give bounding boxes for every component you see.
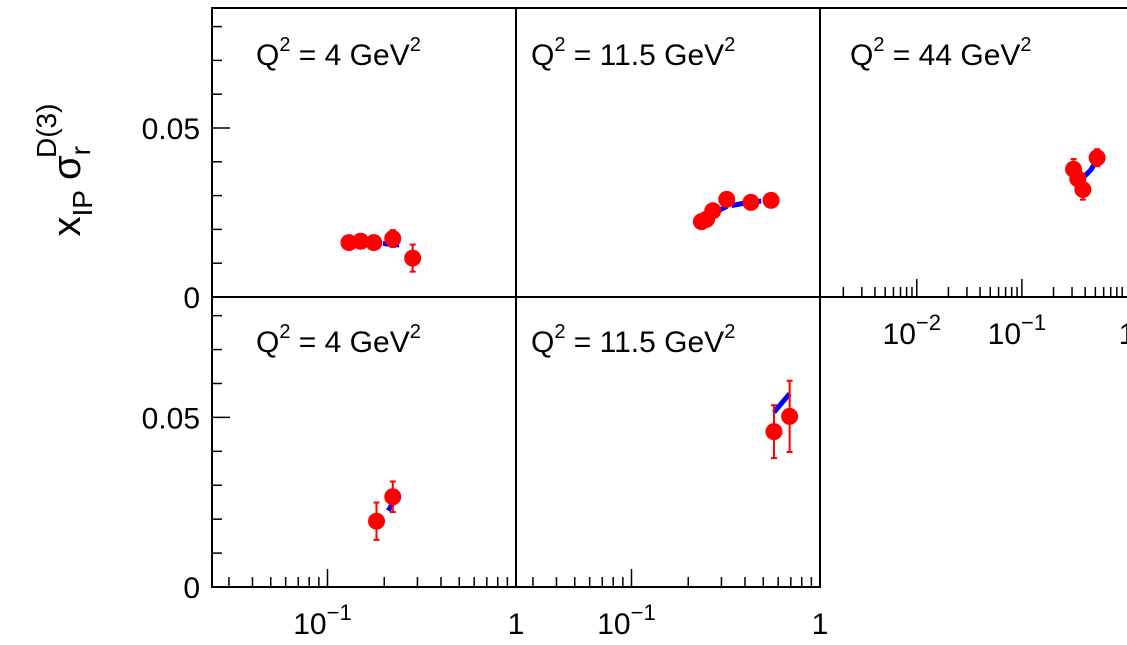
panel-p4: 0 0.05 10−1 1 Q2 = 4 GeV2: [142, 296, 525, 641]
data-point: [352, 232, 370, 250]
data-point: [384, 488, 402, 506]
panel-title: Q2 = 4 GeV2: [256, 321, 421, 359]
y-tick-label: 0: [183, 282, 200, 315]
data-point: [1088, 149, 1106, 167]
x-tick-label: 10−1: [988, 310, 1046, 351]
y-axis-label-sup: D(3): [31, 104, 62, 158]
y-axis-label-sub2: r: [65, 146, 96, 155]
y-axis-label-sub: IP: [67, 190, 98, 216]
y-tick-label: 0.05: [142, 113, 200, 146]
data-point: [765, 423, 783, 441]
panel-p2: Q2 = 11.5 GeV2: [515, 7, 821, 298]
data-point: [742, 193, 760, 211]
data-point: [781, 407, 799, 425]
data-point: [404, 249, 422, 267]
x-tick-label: 1: [812, 608, 829, 641]
panel-title: Q2 = 11.5 GeV2: [531, 321, 735, 359]
data-point: [365, 234, 383, 252]
y-tick-label: 0.05: [142, 402, 200, 435]
data-point: [718, 190, 736, 208]
y-axis-label: xIP σrD(3): [31, 104, 98, 237]
panel-p1: 0 0.05 Q2 = 4 GeV2: [142, 7, 517, 315]
x-tick-label: 10−1: [597, 600, 655, 641]
x-tick-label: 1: [1119, 318, 1127, 351]
panel-frame: [515, 296, 821, 588]
panel-title: Q2 = 44 GeV2: [850, 34, 1032, 72]
data-point: [368, 512, 386, 530]
panel-p3: 10−2 10−1 1 Q2 = 44 GeV2: [819, 7, 1127, 351]
x-tick-label: 10−2: [883, 310, 941, 351]
panel-title: Q2 = 11.5 GeV2: [531, 34, 735, 72]
y-axis-label-sigma: σ: [45, 155, 89, 180]
panel-p5: 10−1 1 Q2 = 11.5 GeV2: [515, 296, 829, 641]
data-point: [762, 191, 780, 209]
x-tick-label: 10−1: [293, 600, 351, 641]
data-point: [384, 230, 402, 248]
model-curve: [772, 392, 792, 414]
x-tick-label: 1: [508, 608, 525, 641]
data-point: [704, 202, 722, 220]
panels: 0 0.05 Q2 = 4 GeV2 Q2 = 11.5 GeV2 10−2 10−1 1 Q…: [142, 7, 1127, 641]
y-tick-label: 0: [183, 572, 200, 605]
y-axis-label-main: x: [45, 216, 89, 236]
svg-text:xIPσrD(3): xIP σrD(3): [31, 104, 98, 237]
panel-title: Q2 = 4 GeV2: [256, 34, 421, 72]
data-point: [1074, 181, 1092, 199]
